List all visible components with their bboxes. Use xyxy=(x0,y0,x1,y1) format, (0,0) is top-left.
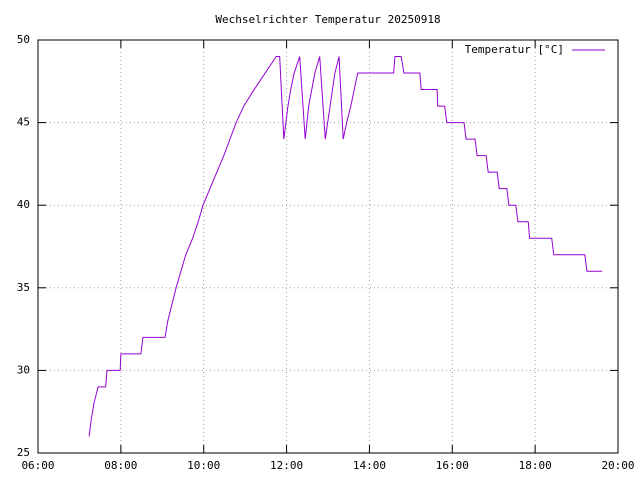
y-tick-label: 40 xyxy=(17,198,30,211)
x-tick-label: 18:00 xyxy=(519,459,552,472)
y-tick-label: 45 xyxy=(17,116,30,129)
plot-border xyxy=(37,39,619,454)
y-tick-label: 35 xyxy=(17,281,30,294)
y-tick-label: 30 xyxy=(17,363,30,376)
legend-label: Temperatur [°C] xyxy=(465,43,564,56)
y-tick-label: 50 xyxy=(17,33,30,46)
x-tick-label: 20:00 xyxy=(601,459,634,472)
data-line xyxy=(88,56,603,437)
x-tick-label: 12:00 xyxy=(270,459,303,472)
x-tick-label: 06:00 xyxy=(21,459,54,472)
chart-title: Wechselrichter Temperatur 20250918 xyxy=(215,13,440,26)
y-tick-label: 25 xyxy=(17,446,30,459)
x-tick-label: 10:00 xyxy=(187,459,220,472)
x-tick-label: 08:00 xyxy=(104,459,137,472)
x-tick-label: 14:00 xyxy=(353,459,386,472)
x-tick-label: 16:00 xyxy=(436,459,469,472)
